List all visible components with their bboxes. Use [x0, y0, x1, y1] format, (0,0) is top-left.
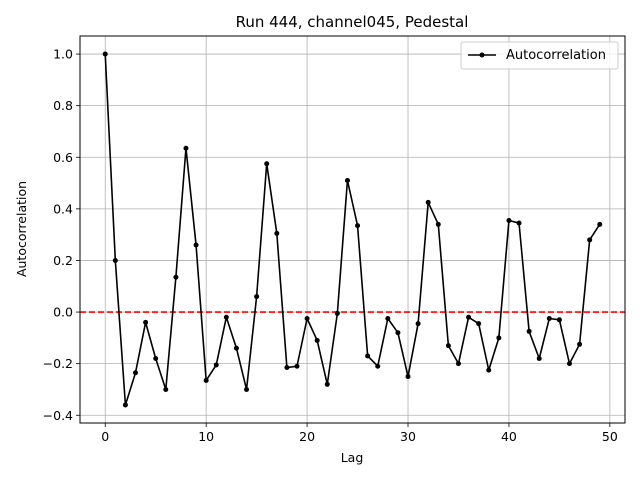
legend-marker-sample — [479, 52, 485, 58]
data-point — [203, 377, 209, 383]
data-point — [153, 356, 159, 361]
x-tick-label: 10 — [198, 429, 214, 444]
data-point — [112, 257, 118, 263]
y-tick-label: 0.0 — [53, 305, 73, 320]
x-tick-label: 0 — [101, 429, 109, 444]
data-point — [173, 274, 179, 280]
data-point — [415, 321, 421, 327]
data-point — [445, 343, 451, 349]
legend-box — [460, 41, 619, 70]
data-point — [344, 177, 350, 183]
series-layer — [102, 51, 603, 408]
data-point — [395, 330, 401, 336]
legend-entry-autocorrelation: Autocorrelation — [506, 48, 606, 63]
data-point — [254, 294, 260, 300]
y-tick-label: 1.0 — [53, 47, 73, 62]
data-point — [566, 361, 572, 367]
data-point — [556, 317, 562, 323]
data-point — [455, 361, 461, 367]
data-point — [244, 386, 250, 392]
data-point — [375, 363, 381, 369]
x-tick-label: 30 — [400, 429, 416, 444]
data-point — [425, 199, 431, 205]
data-point — [264, 161, 270, 167]
data-point — [274, 230, 280, 236]
data-point — [314, 337, 320, 343]
data-point — [324, 381, 330, 387]
data-point — [193, 242, 199, 248]
y-tick-label: 0.8 — [53, 98, 73, 113]
data-point — [183, 145, 189, 151]
x-tick-label: 50 — [602, 429, 618, 444]
data-point — [536, 356, 542, 361]
data-point — [496, 335, 502, 341]
data-point — [476, 321, 482, 327]
data-point — [355, 223, 361, 229]
data-point — [223, 314, 229, 320]
data-point — [577, 341, 583, 347]
data-point — [597, 221, 603, 227]
legend: Autocorrelation — [460, 41, 619, 70]
x-axis-label: Lag — [341, 450, 364, 465]
data-point — [233, 345, 239, 351]
data-point — [506, 217, 512, 223]
data-point — [284, 365, 290, 371]
y-axis-label: Autocorrelation — [14, 181, 29, 277]
y-tick-label: 0.4 — [53, 201, 73, 216]
data-point — [385, 316, 391, 322]
data-point — [133, 370, 139, 376]
y-tick-label: 0.2 — [53, 253, 73, 268]
chart-title: Run 444, channel045, Pedestal — [236, 13, 469, 31]
data-point — [163, 386, 169, 392]
data-point — [435, 221, 441, 227]
data-point — [143, 319, 149, 325]
data-point — [587, 237, 593, 243]
data-point — [546, 316, 552, 322]
data-point — [466, 314, 472, 320]
data-point — [516, 220, 522, 226]
axis-ticks: 0 10 20 30 40 50 −0.4 −0.2 0.0 0.2 0.4 0.6 0.8 1.0 — [43, 47, 618, 444]
data-point — [526, 328, 532, 334]
y-tick-label: −0.4 — [43, 408, 73, 423]
data-point — [102, 51, 108, 57]
data-point — [304, 316, 310, 322]
data-point — [122, 402, 128, 408]
data-point — [294, 363, 300, 369]
data-point — [334, 310, 340, 316]
data-point — [405, 374, 411, 380]
data-point — [365, 353, 371, 359]
y-tick-label: −0.2 — [43, 356, 73, 371]
y-tick-label: 0.6 — [53, 150, 73, 165]
data-point — [213, 362, 219, 368]
plot-frame — [79, 35, 626, 424]
data-point — [486, 367, 492, 373]
x-tick-label: 20 — [299, 429, 315, 444]
x-tick-label: 40 — [501, 429, 517, 444]
